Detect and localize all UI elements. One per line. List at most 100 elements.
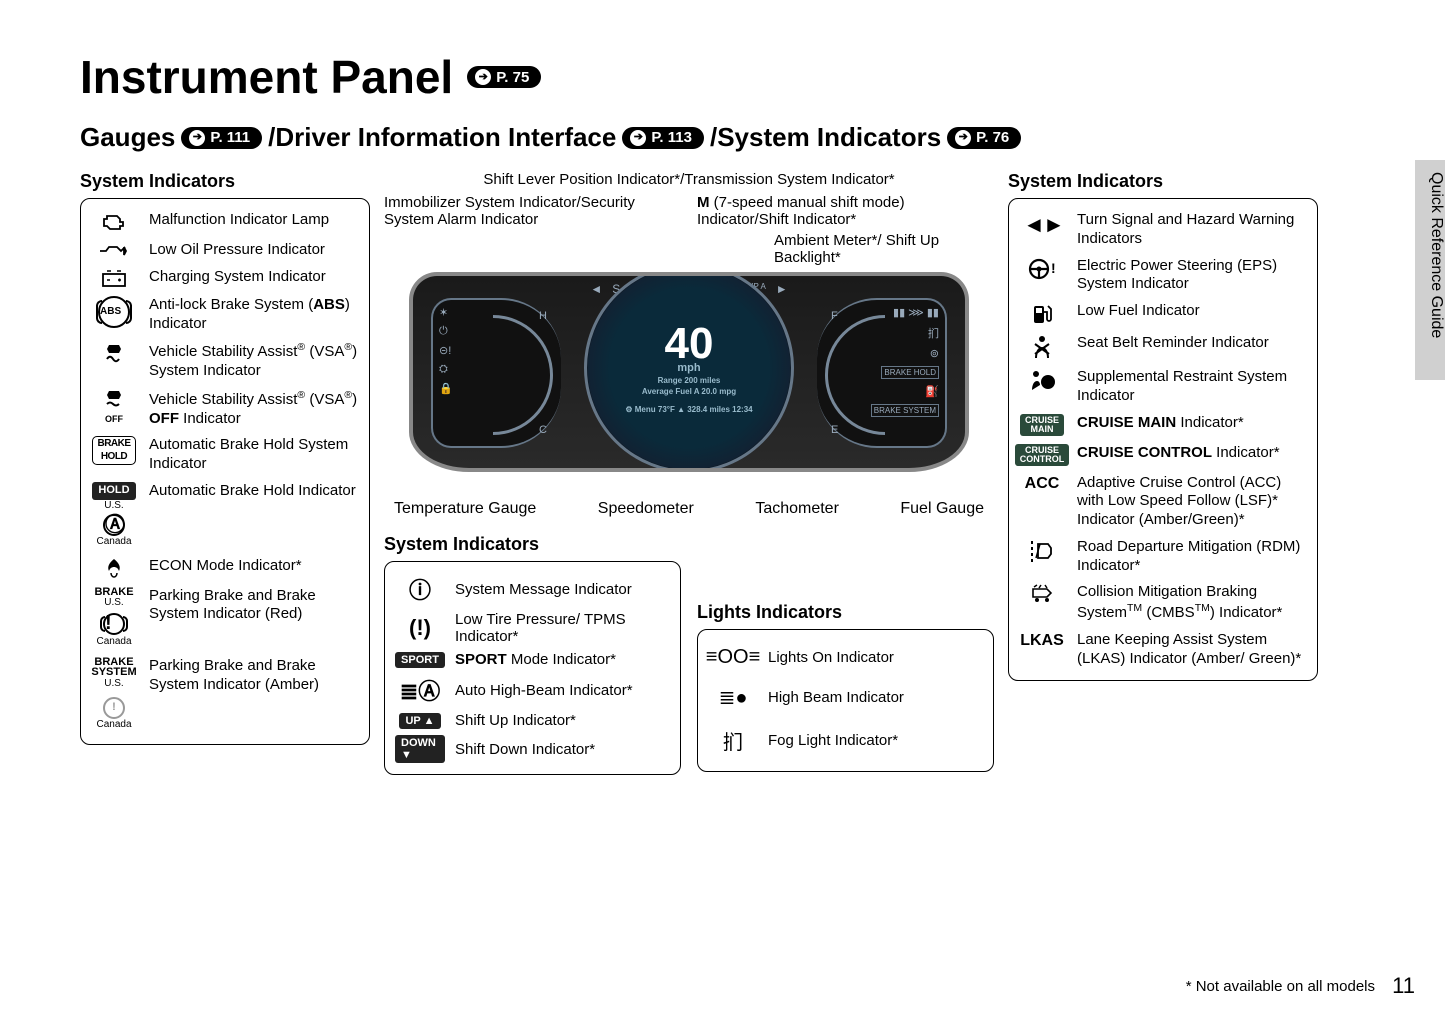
lbl-fuel: Fuel Gauge — [900, 500, 984, 518]
lights-indicator-box: ≡OO≡Lights On Indicator≣●High Beam Indic… — [697, 629, 994, 772]
indicator-row: ≣ⒶAuto High-Beam Indicator* — [395, 671, 670, 709]
indicator-row: !Electric Power Steering (EPS) System In… — [1017, 253, 1309, 299]
dii-ref: P. 113 — [622, 127, 704, 149]
mid-indicator-box: ⓘSystem Message Indicator(!)Low Tire Pre… — [384, 561, 681, 775]
indicator-label: Collision Mitigation Braking SystemTM (C… — [1077, 583, 1309, 623]
indicator-icon — [1017, 334, 1067, 360]
center-column: Shift Lever Position Indicator*/Transmis… — [384, 171, 994, 775]
indicator-icon: ABS — [89, 296, 139, 328]
indicator-row: ABS Anti-lock Brake System (ABS) Indicato… — [89, 292, 361, 338]
indicator-row: LKAS Lane Keeping Assist System (LKAS) In… — [1017, 627, 1309, 673]
callout-row-1: Immobilizer System Indicator/Security Sy… — [384, 194, 994, 228]
indicator-label: Auto High-Beam Indicator* — [455, 682, 633, 699]
indicator-label: Shift Down Indicator* — [455, 741, 595, 758]
indicator-label: System Message Indicator — [455, 581, 632, 598]
top-callout: Shift Lever Position Indicator*/Transmis… — [384, 171, 994, 188]
callout-m-rest: (7-speed manual shift mode) Indicator/Sh… — [697, 194, 905, 228]
right-column: System Indicators ◄ ►Turn Signal and Haz… — [1008, 171, 1318, 681]
lights-icon: ≡OO≡ — [708, 646, 758, 669]
indicator-label: Fog Light Indicator* — [768, 732, 898, 749]
indicator-icon — [89, 241, 139, 259]
indicator-label: Malfunction Indicator Lamp — [149, 211, 329, 230]
content-grid: System Indicators Malfunction Indicator … — [80, 171, 1385, 775]
indicator-icon: SPORT — [395, 652, 445, 668]
indicator-label: Turn Signal and Hazard Warning Indicator… — [1077, 211, 1309, 249]
mid-header: System Indicators — [384, 534, 681, 555]
mid-indicators-col: System Indicators ⓘSystem Message Indica… — [384, 534, 681, 775]
footnote: * Not available on all models — [1186, 978, 1375, 995]
indicator-label: CRUISE MAIN Indicator* — [1077, 414, 1244, 433]
range-info: Range 200 miles — [658, 376, 721, 386]
indicator-row: BRAKEHOLDAutomatic Brake Hold System Ind… — [89, 432, 361, 478]
indicator-icon: DOWN ▼ — [395, 735, 445, 763]
temp-h: H — [539, 310, 547, 322]
indicator-icon: CRUISEMAIN — [1017, 414, 1067, 436]
temp-c: C — [539, 424, 547, 436]
indicator-label: Parking Brake and Brake System Indicator… — [149, 587, 361, 625]
indicator-row: Charging System Indicator — [89, 264, 361, 292]
indicator-row: CRUISECONTROL CRUISE CONTROL Indicator* — [1017, 440, 1309, 470]
page-ref-tag: P. 75 — [467, 66, 541, 88]
indicator-row: ◄ ►Turn Signal and Hazard Warning Indica… — [1017, 207, 1309, 253]
lbl-tach: Tachometer — [755, 500, 839, 518]
right-indicator-box: ◄ ►Turn Signal and Hazard Warning Indica… — [1008, 198, 1318, 681]
indicator-row: ≡OO≡Lights On Indicator — [708, 638, 983, 677]
indicator-row: HOLDU.S.ⒶCanadaAutomatic Brake Hold Indi… — [89, 478, 361, 553]
indicator-icon: LKAS — [1017, 631, 1067, 651]
indicator-row: UP ▲Shift Up Indicator* — [395, 709, 670, 732]
indicator-row: BRAKEU.S.!CanadaParking Brake and Brake … — [89, 583, 361, 653]
fuel-e: E — [831, 424, 838, 436]
cluster-right-icons: ▮▮ ⋙ ▮▮扪⊚BRAKE HOLD⛽BRAKE SYSTEM — [871, 306, 939, 417]
lbl-speedo: Speedometer — [598, 500, 694, 518]
bottom-bar-info: ⚙ Menu 73°F ▲ 328.4 miles 12:34 — [625, 405, 752, 415]
callout-m-bold: M — [697, 194, 710, 211]
indicator-row: DOWN ▼ Shift Down Indicator* — [395, 732, 670, 766]
indicator-row: ACC Adaptive Cruise Control (ACC) with Lo… — [1017, 470, 1309, 534]
indicator-icon — [1017, 583, 1067, 605]
indicator-label: Parking Brake and Brake System Indicator… — [149, 657, 361, 695]
indicator-label: Lane Keeping Assist System (LKAS) Indica… — [1077, 631, 1309, 669]
lbl-temp: Temperature Gauge — [394, 500, 536, 518]
indicator-icon: UP ▲ — [395, 713, 445, 729]
sys-ref: P. 76 — [947, 127, 1021, 149]
indicator-label: Seat Belt Reminder Indicator — [1077, 334, 1269, 353]
callout-immob: Immobilizer System Indicator/Security Sy… — [384, 194, 681, 228]
indicator-label: Adaptive Cruise Control (ACC) with Low S… — [1077, 474, 1309, 530]
indicator-row: Vehicle Stability Assist® (VSA®) System … — [89, 337, 361, 385]
gauges-ref: P. 111 — [181, 127, 262, 149]
indicator-row: ≣●High Beam Indicator — [708, 677, 983, 718]
instrument-cluster: H C F E ✶⏻⊝!⛭🔒 ▮▮ ⋙ ▮▮扪⊚BRAKE HOLD⛽BRAKE… — [409, 272, 969, 472]
left-column: System Indicators Malfunction Indicator … — [80, 171, 370, 745]
fuel-f: F — [831, 310, 838, 322]
indicator-icon — [89, 211, 139, 233]
subtitle-dii: /Driver Information Interface — [268, 122, 616, 153]
indicator-icon: CRUISECONTROL — [1017, 444, 1067, 466]
indicator-label: Anti-lock Brake System (ABS) Indicator — [149, 296, 361, 334]
indicator-label: ECON Mode Indicator* — [149, 557, 302, 576]
indicator-row: Road Departure Mitigation (RDM) Indicato… — [1017, 534, 1309, 580]
center-sub-row: System Indicators ⓘSystem Message Indica… — [384, 534, 994, 775]
lights-icon: ≣● — [708, 685, 758, 710]
indicator-label: SPORT Mode Indicator* — [455, 651, 616, 668]
indicator-label: Road Departure Mitigation (RDM) Indicato… — [1077, 538, 1309, 576]
page-number: 11 — [1392, 973, 1415, 999]
indicator-icon — [89, 557, 139, 579]
indicator-label: CRUISE CONTROL Indicator* — [1077, 444, 1280, 463]
indicator-label: Low Oil Pressure Indicator — [149, 241, 325, 260]
page-title: Instrument Panel P. 75 — [80, 50, 1385, 104]
callout-ambient: Ambient Meter*/ Shift Up Backlight* — [774, 232, 994, 266]
indicator-row: OFFVehicle Stability Assist® (VSA®) OFF … — [89, 385, 361, 433]
indicator-icon — [1017, 538, 1067, 564]
indicator-icon: ACC — [1017, 474, 1067, 494]
indicator-icon: HOLDU.S.ⒶCanada — [89, 482, 139, 549]
indicator-label: Electric Power Steering (EPS) System Ind… — [1077, 257, 1309, 295]
indicator-row: CRUISEMAIN CRUISE MAIN Indicator* — [1017, 410, 1309, 440]
indicator-icon — [89, 268, 139, 288]
speed-unit: mph — [677, 362, 700, 374]
lights-header: Lights Indicators — [697, 602, 994, 623]
indicator-label: Vehicle Stability Assist® (VSA®) System … — [149, 341, 361, 381]
indicator-row: Low Oil Pressure Indicator — [89, 237, 361, 264]
cluster-left-icons: ✶⏻⊝!⛭🔒 — [439, 306, 453, 395]
indicator-label: Low Tire Pressure/ TPMS Indicator* — [455, 611, 670, 645]
speed-value: 40 — [665, 322, 714, 366]
